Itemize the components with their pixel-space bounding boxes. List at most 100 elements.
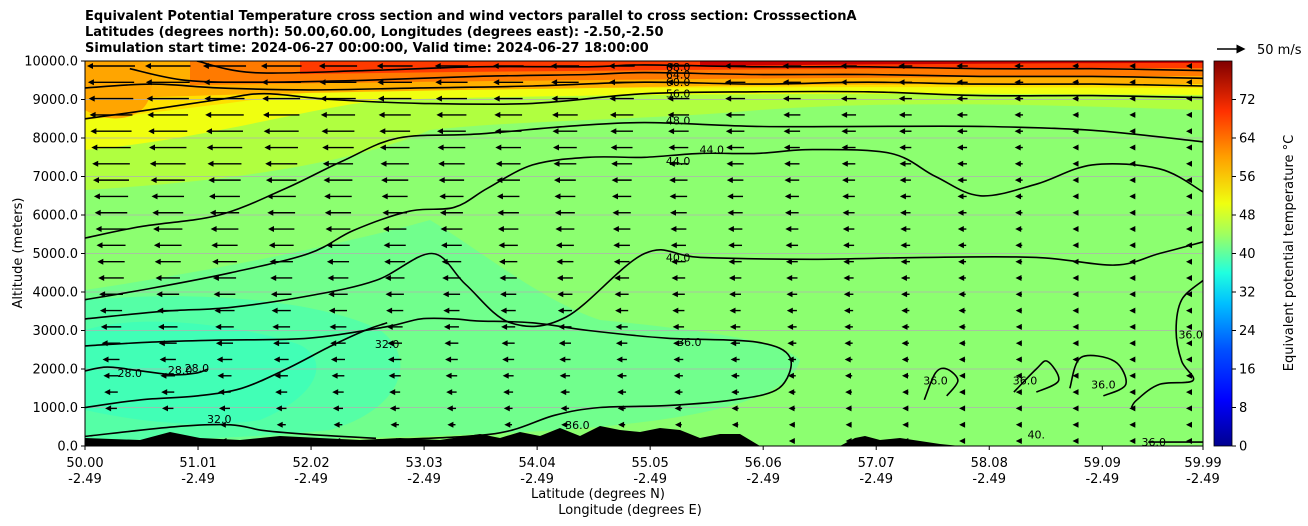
wind-vector-head: [1072, 63, 1079, 69]
wind-vector-head: [670, 242, 677, 249]
contour-line-36-0: [1130, 279, 1203, 408]
wind-vector-head: [615, 307, 622, 314]
wind-vector-head: [959, 421, 966, 428]
wind-vector-head: [956, 95, 963, 102]
wind-vector-head: [731, 421, 738, 428]
wind-vector-head: [1014, 95, 1021, 102]
wind-vector-head: [1129, 275, 1136, 281]
wind-vector-head: [329, 323, 336, 330]
wind-vector-head: [550, 63, 557, 69]
wind-vector-head: [672, 307, 679, 314]
contour-label: 36.0: [677, 336, 702, 349]
wind-vector-head: [1015, 405, 1022, 412]
wind-vector-head: [556, 258, 563, 265]
wind-vector-head: [726, 144, 733, 151]
contour-label: 36.0: [1091, 378, 1116, 391]
wind-vector-head: [215, 323, 222, 330]
wind-vector-head: [843, 258, 850, 265]
wind-vector-head: [1129, 372, 1136, 379]
wind-vector-head: [379, 144, 386, 151]
wind-vector-head: [265, 177, 272, 184]
wind-vector-head: [559, 372, 566, 379]
wind-vector-head: [268, 242, 275, 249]
wind-vector-head: [902, 421, 909, 428]
wind-vector-head: [493, 95, 500, 102]
wind-vector-head: [843, 242, 850, 249]
wind-vector-head: [560, 389, 567, 396]
y-tick-label: 7000.0: [33, 170, 79, 185]
wind-vector-head: [434, 63, 441, 69]
wind-vector-head: [501, 340, 508, 347]
contour-label: 40.0: [666, 251, 691, 264]
wind-vector-head: [958, 356, 965, 363]
wind-vector-head: [209, 209, 216, 216]
wind-vector-head: [98, 275, 105, 281]
wind-vector-head: [1072, 128, 1079, 135]
x-tick-label-lat: 51.01: [179, 456, 216, 471]
wind-vector-head: [898, 79, 905, 86]
wind-vector-head: [959, 372, 966, 379]
wind-vector-head: [729, 307, 736, 314]
wind-vector-head: [330, 356, 337, 363]
wind-vector-head: [158, 323, 164, 330]
wind-vector-head: [841, 111, 848, 118]
wind-vector-head: [1072, 307, 1079, 314]
wind-vector-head: [1014, 160, 1021, 167]
y-axis-label: Altitude (meters): [11, 198, 26, 309]
x-axis-label-latitude: Latitude (degrees N): [531, 487, 665, 502]
wind-vector-head: [956, 111, 963, 118]
wind-vector-head: [1072, 242, 1079, 249]
wind-vector-head: [671, 258, 678, 265]
wind-vector-head: [262, 95, 269, 102]
wind-vector-head: [504, 421, 511, 428]
wind-vector-head: [557, 291, 564, 298]
wind-vector-head: [617, 389, 624, 396]
contour-label: 32.0: [375, 338, 400, 351]
wind-vector-head: [731, 405, 738, 412]
wind-vector-head: [439, 193, 446, 200]
wind-vector-head: [1186, 372, 1192, 379]
wind-vector-head: [840, 79, 847, 86]
wind-vector-head: [381, 193, 388, 200]
wind-vector-head: [268, 226, 274, 232]
wind-vector-head: [382, 209, 389, 216]
wind-vector-head: [612, 193, 618, 200]
wind-vector-head: [154, 258, 161, 265]
wind-vector-head: [1072, 389, 1079, 396]
wind-vector-head: [273, 340, 280, 347]
wind-vector-head: [446, 389, 453, 396]
x-tick-label-lat: 58.08: [971, 456, 1008, 471]
x-tick-label-lon: -2.49: [859, 472, 893, 487]
colorbar-tick-label: 16: [1239, 363, 1256, 378]
wind-vector-head: [900, 258, 907, 265]
wind-vector-head: [270, 291, 277, 298]
x-tick-label-lon: -2.49: [181, 472, 215, 487]
wind-vector-head: [901, 307, 908, 314]
wind-vector-head: [783, 144, 790, 151]
wind-vector-head: [730, 340, 737, 347]
wind-vector-head: [725, 95, 732, 102]
wind-vector-head: [1186, 63, 1192, 69]
wind-vector-head: [159, 356, 166, 363]
wind-vector-head: [1186, 421, 1192, 428]
y-tick-label: 8000.0: [33, 132, 79, 147]
wind-vector-head: [841, 128, 848, 135]
wind-vector-head: [206, 128, 212, 135]
contour-label: 28.0: [185, 362, 210, 375]
wind-vector-head: [785, 209, 791, 216]
wind-vector-head: [845, 372, 851, 379]
wind-vector-head: [503, 405, 510, 412]
wind-vector-head: [959, 405, 966, 412]
wind-vector-head: [87, 79, 94, 86]
wind-vector-head: [148, 128, 155, 135]
wind-vector-head: [788, 421, 795, 428]
wind-vector-head: [958, 323, 965, 330]
colorbar-tick-label: 72: [1239, 93, 1256, 108]
wind-vector-head: [616, 372, 623, 379]
wind-vector-head: [1129, 128, 1136, 135]
wind-vector-head: [844, 356, 851, 363]
wind-vector-head: [320, 111, 327, 118]
wind-vector-head: [438, 160, 445, 167]
wind-vector-head: [101, 340, 108, 347]
wind-vector-head: [724, 63, 731, 69]
